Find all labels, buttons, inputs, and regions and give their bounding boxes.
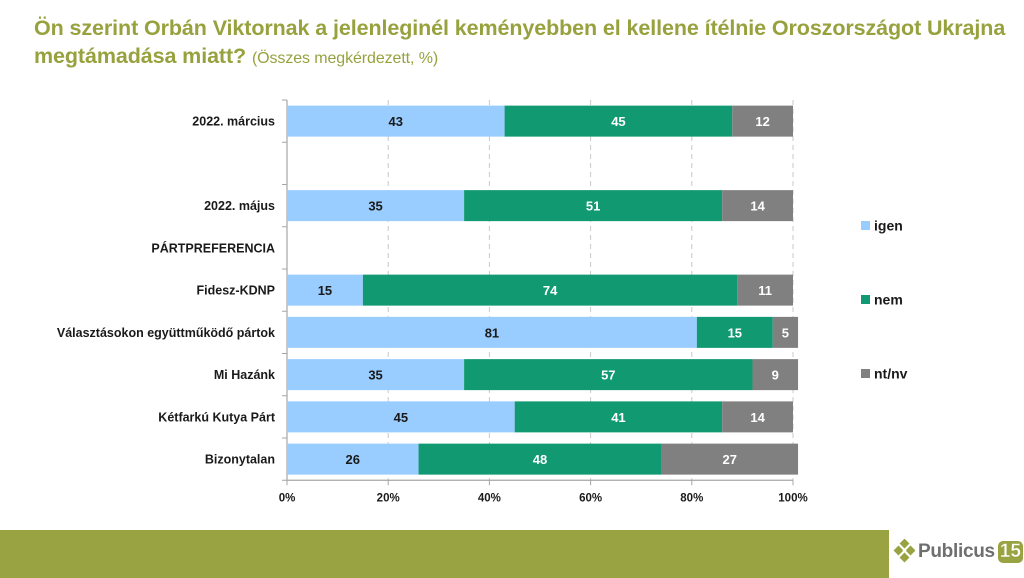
legend-swatch-nem	[861, 295, 870, 304]
data-label: 51	[586, 199, 600, 214]
category-label: 2022. március	[192, 115, 275, 129]
data-label: 57	[601, 368, 615, 383]
bar-segment-igen	[287, 401, 515, 433]
logo-diamond-icon	[893, 539, 915, 563]
data-label: 35	[368, 368, 382, 383]
legend-label: nem	[874, 292, 903, 308]
legend-swatch-ntnv	[861, 369, 870, 378]
x-tick-label: 60%	[579, 492, 602, 504]
legend-swatch-igen	[861, 221, 870, 230]
bar-segment-igen	[287, 443, 419, 475]
bars: 43 45 12 35 51 14 15 74 11 81 15 5 35 57 9 45 41 14 26 48 27	[287, 105, 799, 475]
data-label: 41	[611, 410, 625, 425]
category-label: Kétfarkú Kutya Párt	[158, 410, 276, 424]
data-label: 43	[389, 114, 403, 129]
x-tick-label: 40%	[478, 492, 501, 504]
bar-segment-nem	[696, 316, 773, 348]
chart-title-text: Ön szerint Orbán Viktornak a jelenleginé…	[34, 16, 1006, 68]
bar-segment-ntnv	[732, 105, 793, 137]
data-label: 15	[318, 283, 332, 298]
logo-text: Publicus	[918, 541, 995, 562]
bar-segment-ntnv	[772, 316, 799, 348]
bar-segment-igen	[287, 359, 465, 391]
bar-segment-nem	[464, 359, 753, 391]
bar-segment-igen	[287, 105, 505, 137]
bar-segment-nem	[418, 443, 662, 475]
x-tick-label: 80%	[680, 492, 703, 504]
legend-label: igen	[874, 218, 903, 234]
category-label: Választásokon együttműködő pártok	[57, 326, 275, 340]
category-labels: 2022. március 2022. május PÁRTPREFERENCIA F…	[57, 115, 276, 467]
bar-segment-ntnv	[722, 190, 793, 222]
category-label: 2022. május	[204, 199, 275, 213]
data-label: 12	[755, 114, 769, 129]
bar-segment-ntnv	[661, 443, 799, 475]
bar-segment-nem	[464, 190, 723, 222]
data-label: 15	[728, 325, 742, 340]
data-label: 48	[533, 452, 547, 467]
x-tick-label: 0%	[279, 492, 296, 504]
bar-segment-igen	[287, 190, 465, 222]
data-label: 9	[772, 368, 779, 383]
x-tick-labels: 0% 20% 40% 60% 80% 100%	[279, 492, 808, 504]
logo-number: 15	[997, 541, 1023, 563]
data-label: 27	[723, 452, 737, 467]
chart-subtitle: (Összes megkérdezett, %)	[251, 50, 439, 67]
data-label: 45	[611, 114, 625, 129]
x-tick-label: 100%	[778, 492, 807, 504]
chart-title: Ön szerint Orbán Viktornak a jelenleginé…	[34, 14, 1014, 73]
legend-label: nt/nv	[874, 366, 908, 382]
publicus-logo: Publicus 15	[893, 536, 1023, 568]
bar-segment-ntnv	[722, 401, 793, 433]
data-label: 74	[543, 283, 558, 298]
footer-band	[0, 530, 889, 578]
stacked-bar-chart: 43 45 12 35 51 14 15 74 11 81 15 5 35 57 9 45 41 14 26 48 27…	[57, 99, 908, 504]
data-label: 11	[758, 283, 772, 298]
data-label: 45	[394, 410, 408, 425]
data-label: 5	[782, 325, 789, 340]
data-label: 14	[750, 410, 765, 425]
bar-segment-nem	[514, 401, 723, 433]
data-label: 14	[750, 199, 765, 214]
bar-segment-ntnv	[752, 359, 799, 391]
data-label: 26	[346, 452, 360, 467]
legend: igen nem nt/nv	[861, 218, 908, 382]
bar-segment-igen	[287, 316, 697, 348]
data-label: 35	[368, 199, 382, 214]
bar-segment-ntnv	[737, 274, 793, 306]
bar-segment-igen	[287, 274, 363, 306]
category-label: Mi Hazánk	[214, 368, 275, 382]
category-label: Bizonytalan	[205, 453, 275, 467]
bar-segment-nem	[362, 274, 738, 306]
category-label: PÁRTPREFERENCIA	[151, 240, 275, 255]
bar-segment-nem	[504, 105, 733, 137]
x-tick-label: 20%	[377, 492, 400, 504]
category-label: Fidesz-KDNP	[197, 284, 275, 298]
data-label: 81	[485, 325, 499, 340]
